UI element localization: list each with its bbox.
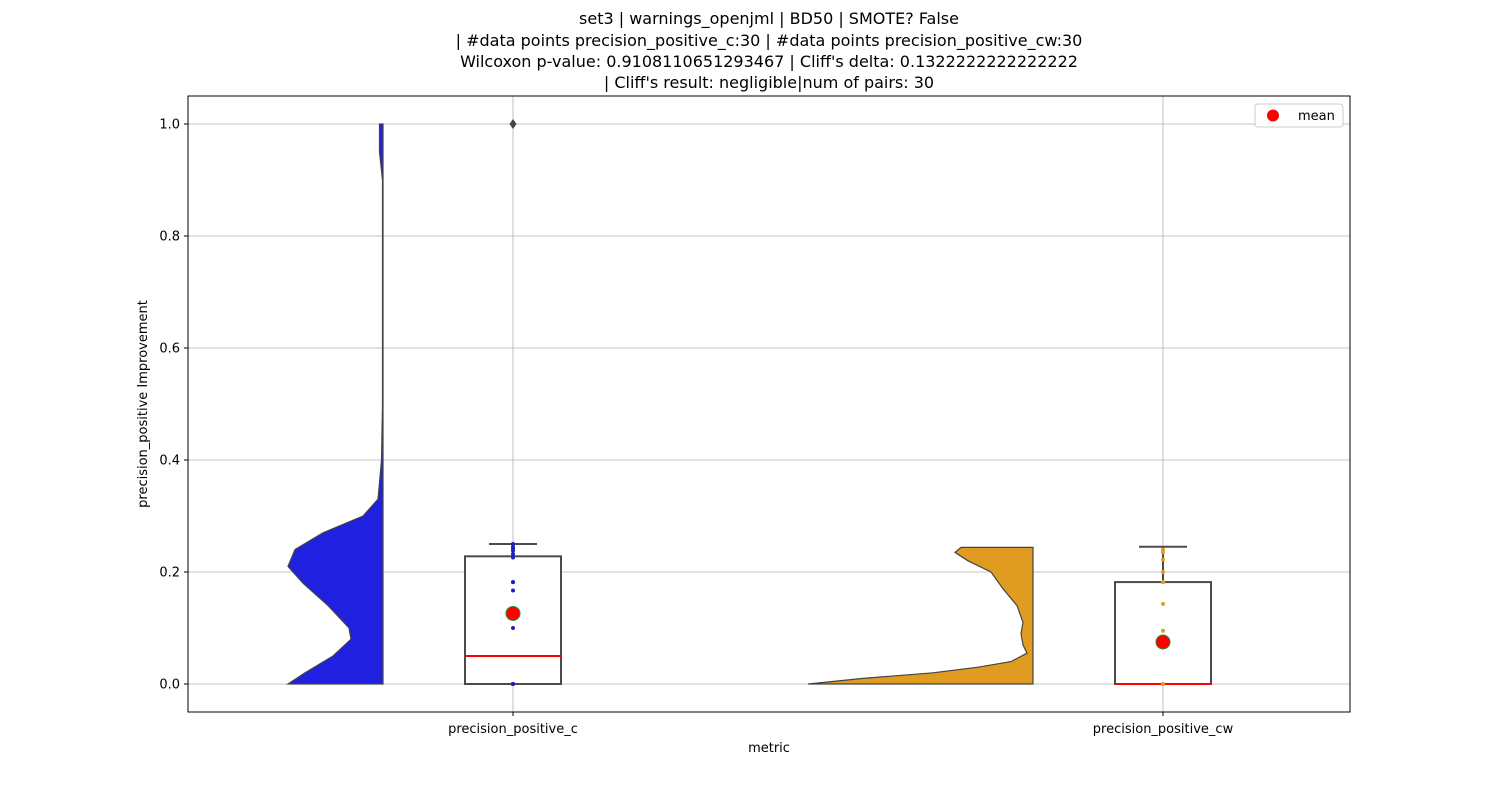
data-point (1161, 570, 1165, 574)
x-axis: precision_positive_c precision_positive_c… (448, 712, 1234, 737)
series-precision_positive_c (285, 119, 562, 686)
data-point (511, 682, 515, 686)
data-point (511, 626, 515, 630)
legend-mean-label: mean (1298, 109, 1335, 124)
title-line-4: | Cliff's result: negligible|num of pair… (604, 73, 934, 92)
y-tick-label: 0.8 (159, 230, 180, 245)
plot-frame (187, 95, 1351, 713)
mean-marker (1155, 634, 1171, 650)
title-line-1: set3 | warnings_openjml | BD50 | SMOTE? … (579, 9, 959, 29)
data-point (1161, 580, 1165, 585)
data-point (511, 544, 515, 549)
data-point (1161, 601, 1165, 606)
mean-marker (505, 605, 521, 621)
x-tick-label: precision_positive_c (448, 722, 578, 737)
data-point (1161, 628, 1165, 633)
y-tick-label: 0.2 (159, 566, 180, 581)
x-tick-label: precision_positive_cw (1093, 722, 1234, 737)
violin-precision_positive_c (285, 123, 384, 685)
title-line-3: Wilcoxon p-value: 0.9108110651293467 | C… (460, 52, 1078, 71)
data-point (511, 580, 515, 585)
outlier-point (509, 119, 517, 129)
y-tick-label: 0.4 (159, 454, 180, 469)
data-point (511, 588, 515, 593)
data-point (1161, 557, 1165, 562)
legend-frame (1254, 103, 1344, 128)
data-point (1161, 682, 1165, 686)
title-line-2: | #data points precision_positive_c:30 |… (456, 31, 1083, 51)
y-tick-label: 1.0 (159, 118, 180, 133)
plot-area (285, 119, 1212, 686)
data-point (1161, 547, 1165, 552)
data-point (511, 542, 515, 546)
x-axis-label: metric (748, 741, 790, 756)
series-precision_positive_cw (807, 545, 1212, 686)
data-point (1161, 550, 1165, 555)
y-axis: 0.0 0.2 0.4 0.6 0.8 1.0 (159, 118, 188, 693)
chart-title: set3 | warnings_openjml | BD50 | SMOTE? … (456, 9, 1083, 92)
y-tick-label: 0.0 (159, 678, 180, 693)
y-axis-label: precision_positive Improvement (136, 300, 151, 508)
y-tick-label: 0.6 (159, 342, 180, 357)
violin-precision_positive_cw (807, 546, 1034, 685)
box-precision_positive_cw (1114, 581, 1212, 686)
legend-mean-marker (1267, 109, 1279, 122)
data-point (511, 555, 515, 560)
legend: mean (1254, 103, 1344, 128)
data-point (511, 552, 515, 557)
